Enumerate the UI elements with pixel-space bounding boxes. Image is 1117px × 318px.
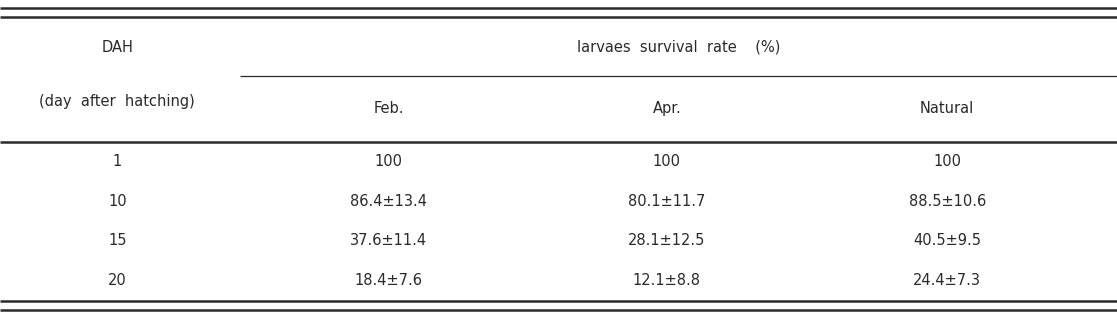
Text: 80.1±11.7: 80.1±11.7 — [628, 194, 706, 209]
Text: 28.1±12.5: 28.1±12.5 — [628, 233, 706, 248]
Text: 20: 20 — [108, 273, 126, 288]
Text: 40.5±9.5: 40.5±9.5 — [914, 233, 981, 248]
Text: 18.4±7.6: 18.4±7.6 — [355, 273, 422, 288]
Text: Natural: Natural — [920, 101, 974, 116]
Text: larvaes  survival  rate    (%): larvaes survival rate (%) — [576, 39, 781, 54]
Text: 24.4±7.3: 24.4±7.3 — [914, 273, 981, 288]
Text: Apr.: Apr. — [652, 101, 681, 116]
Text: 12.1±8.8: 12.1±8.8 — [633, 273, 700, 288]
Text: 86.4±13.4: 86.4±13.4 — [351, 194, 427, 209]
Text: (day  after  hatching): (day after hatching) — [39, 94, 195, 109]
Text: 100: 100 — [652, 154, 681, 169]
Text: 1: 1 — [113, 154, 122, 169]
Text: 100: 100 — [374, 154, 403, 169]
Text: DAH: DAH — [102, 40, 133, 55]
Text: 15: 15 — [108, 233, 126, 248]
Text: Feb.: Feb. — [373, 101, 404, 116]
Text: 37.6±11.4: 37.6±11.4 — [350, 233, 428, 248]
Text: 88.5±10.6: 88.5±10.6 — [908, 194, 986, 209]
Text: 10: 10 — [108, 194, 126, 209]
Text: 100: 100 — [933, 154, 962, 169]
